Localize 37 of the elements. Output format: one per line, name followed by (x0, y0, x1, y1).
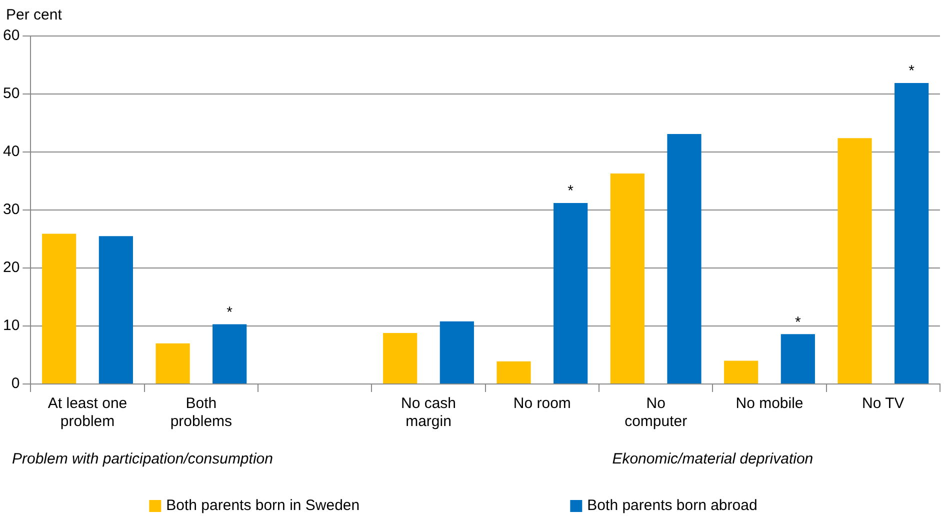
y-tick-label: 20 (2, 259, 20, 276)
y-tick-label: 10 (2, 317, 20, 334)
bar (610, 173, 644, 384)
data-label: * (226, 304, 233, 321)
legend-label: Both parents born in Sweden (166, 497, 360, 514)
y-tick-label: 50 (2, 85, 20, 102)
bar (667, 134, 702, 384)
bar (212, 324, 247, 384)
bar (894, 82, 929, 384)
text: Ekonomic/material deprivation (612, 450, 814, 468)
x-tick-label: At least one problem (48, 395, 128, 430)
y-tick-label: 40 (2, 143, 20, 160)
x-tick-label: No cash margin (400, 395, 456, 430)
bar (724, 360, 758, 384)
x-tick-label: Both problems (170, 395, 232, 430)
legend-label: Both parents born abroad (587, 497, 758, 514)
bar (156, 343, 190, 384)
y-tick-label: 60 (2, 27, 20, 44)
bar (383, 332, 418, 384)
bar (496, 361, 531, 384)
bar (780, 334, 815, 384)
bar (554, 203, 588, 384)
data-label: * (908, 62, 915, 80)
x-tick-label: No TV (862, 395, 904, 412)
y-tick-label: 0 (11, 375, 20, 392)
data-label: * (568, 182, 574, 200)
text: Problem with participation/consumption (12, 450, 273, 468)
y-tick-label: 30 (2, 201, 20, 218)
bar (838, 138, 872, 384)
bar (440, 321, 474, 384)
x-tick-label: No computer (624, 395, 688, 430)
x-tick-label: No mobile (736, 395, 804, 412)
x-tick-label: No room (513, 395, 571, 412)
y-axis-title: Per cent (6, 6, 63, 24)
bar (42, 234, 76, 384)
bar (98, 236, 133, 384)
data-label: * (795, 314, 801, 331)
